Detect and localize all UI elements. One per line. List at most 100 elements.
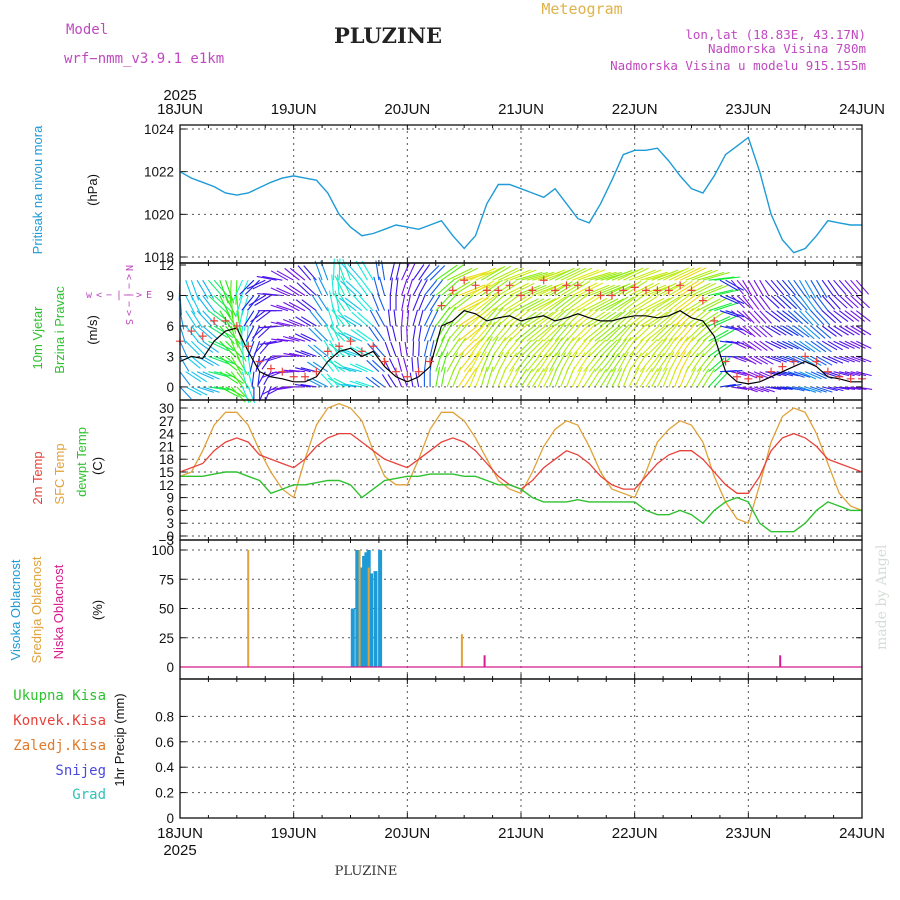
wind-barb xyxy=(207,279,225,299)
cloud-bar xyxy=(362,555,367,667)
precip-unit: 1hr Precip (mm) xyxy=(112,693,127,786)
wind-barb xyxy=(639,353,656,373)
gust-marker xyxy=(391,367,400,376)
wind-barb xyxy=(526,298,551,312)
wind-barb xyxy=(753,310,767,324)
wind-barb xyxy=(526,271,555,281)
wind-barb xyxy=(429,340,435,357)
wind-barb xyxy=(509,269,537,281)
wind-barb xyxy=(782,325,799,337)
wind-barb xyxy=(486,265,511,281)
wind-barb xyxy=(289,284,306,296)
bottom-tick-label: 21JUN xyxy=(498,825,544,842)
wind-barb xyxy=(713,372,729,388)
gust-marker xyxy=(187,327,196,336)
gust-marker xyxy=(517,291,525,300)
wind-barb xyxy=(440,366,446,388)
wind-barb xyxy=(531,353,548,373)
wind-barb xyxy=(208,340,229,352)
wind-barb xyxy=(248,295,266,306)
ytick-label: 1022 xyxy=(144,165,174,180)
wind-barb xyxy=(537,337,554,357)
wind-barb xyxy=(566,351,578,372)
wind-barb xyxy=(747,340,762,351)
ytick-label: 15 xyxy=(159,465,174,480)
wind-barb xyxy=(225,310,239,331)
wind-barb xyxy=(782,295,798,310)
wind-barb xyxy=(225,371,244,385)
wind-barb xyxy=(719,310,739,318)
wind-barb xyxy=(475,322,493,342)
cloud-bar xyxy=(364,552,369,667)
cloud-bar xyxy=(350,608,355,667)
wind-barb xyxy=(358,294,374,312)
wind-barb xyxy=(276,338,294,342)
wind-barb xyxy=(645,325,666,342)
wind-barb xyxy=(691,323,710,342)
cloud-panel: 0 25 50 75 100 xyxy=(151,540,863,679)
wind-barb xyxy=(793,295,808,311)
wind-barb xyxy=(412,341,415,357)
wind-barb xyxy=(816,340,832,353)
ytick-label: 50 xyxy=(159,602,174,617)
wind-barb xyxy=(588,339,607,357)
wind-barb xyxy=(742,340,757,351)
wind-barb xyxy=(236,371,251,390)
wind-barb xyxy=(202,325,219,340)
wind-barb xyxy=(634,282,660,296)
wind-barb xyxy=(685,309,707,327)
wind-barb xyxy=(747,295,760,310)
wind-barb xyxy=(253,340,266,355)
wind-barb xyxy=(742,386,758,393)
wind-barb xyxy=(458,324,479,342)
wind-barb xyxy=(850,371,867,377)
wind-barb xyxy=(668,336,683,357)
wind-barb xyxy=(588,353,604,373)
wind-barb xyxy=(588,298,614,312)
wind-barb xyxy=(260,355,277,362)
compass-glyph: − xyxy=(123,283,134,289)
wind-barb xyxy=(446,294,469,312)
wind-barb xyxy=(594,298,619,312)
wind-barb xyxy=(480,351,491,372)
wind-barb xyxy=(395,277,399,296)
wind-barb xyxy=(526,368,539,388)
wind-barb xyxy=(651,338,668,357)
wind-barb xyxy=(412,309,419,327)
wind-barb xyxy=(338,258,341,281)
wind-barb xyxy=(384,341,391,357)
wind-barb xyxy=(179,325,187,344)
wind-barb xyxy=(429,279,444,296)
cloud-ylabel-mid: Srednja Oblacnost xyxy=(29,556,44,663)
ytick-label: 0.6 xyxy=(155,735,174,750)
wind-barb xyxy=(810,386,827,393)
wind-barb xyxy=(386,325,391,342)
wind-barb xyxy=(283,335,300,342)
wind-barb xyxy=(543,352,557,373)
wind-barb xyxy=(708,289,734,297)
wind-barb xyxy=(787,371,805,378)
wind-barb xyxy=(810,340,827,353)
wind-barb xyxy=(324,323,335,342)
ytick-label: −3 xyxy=(159,533,174,548)
wind-barb xyxy=(839,325,855,336)
wind-barb xyxy=(850,355,866,363)
wind-barb xyxy=(246,325,249,346)
panel-frame xyxy=(179,539,863,680)
wind-barb xyxy=(759,386,775,393)
wind-barb xyxy=(190,280,200,301)
gust-marker xyxy=(414,367,423,376)
wind-barb xyxy=(282,318,300,327)
gust-marker xyxy=(482,286,491,295)
wind-barb xyxy=(241,341,244,361)
wind-barb xyxy=(185,295,196,315)
wind-barb xyxy=(549,281,573,296)
wind-barb xyxy=(230,310,237,334)
wind-barb xyxy=(691,338,708,357)
wind-barb xyxy=(323,339,334,357)
cloud-bar xyxy=(355,550,360,667)
wind-barb xyxy=(645,339,664,357)
wind-barb xyxy=(747,325,762,338)
wind-barb xyxy=(196,340,214,353)
wind-barb xyxy=(503,337,520,357)
